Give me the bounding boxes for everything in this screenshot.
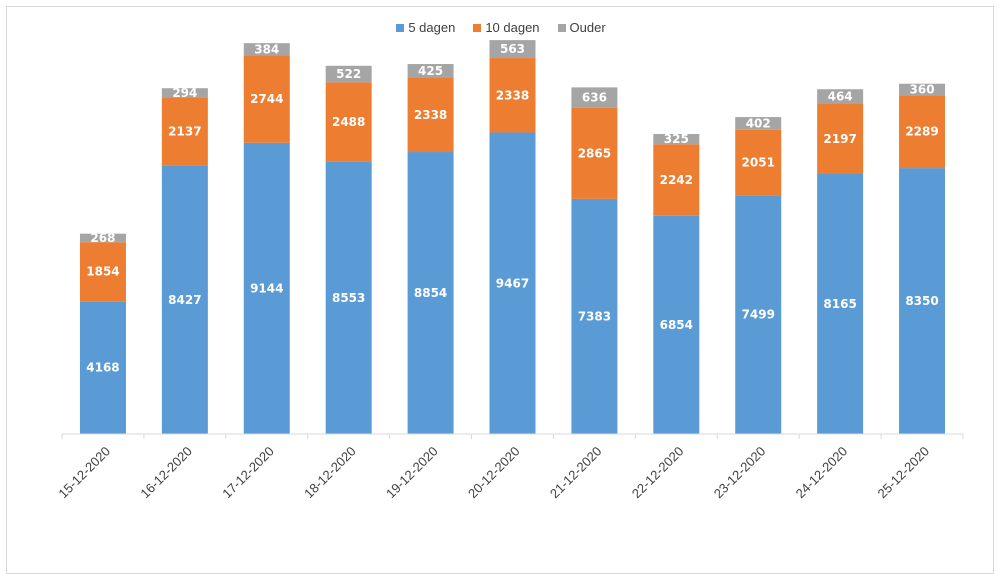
data-label: 6854 — [660, 318, 693, 332]
data-label: 563 — [500, 42, 525, 56]
bar-segment — [325, 65, 372, 83]
bar-segment — [899, 83, 946, 96]
bar-segment — [489, 58, 536, 133]
bar-segment — [407, 152, 454, 434]
bar-segment — [653, 215, 700, 434]
data-label: 268 — [90, 231, 115, 245]
bar-segment — [243, 43, 290, 56]
legend-item-ouder: Ouder — [557, 20, 606, 35]
x-tick-label: 17-12-2020 — [219, 444, 277, 502]
data-label: 2242 — [660, 173, 693, 187]
data-label: 2744 — [250, 92, 283, 106]
legend-label-ouder: Ouder — [569, 20, 606, 35]
bar-segment — [243, 55, 290, 143]
bar-segment — [79, 301, 126, 434]
x-tick-label: 24-12-2020 — [793, 444, 851, 502]
x-tick-label: 21-12-2020 — [547, 444, 605, 502]
bar-segment — [161, 97, 208, 166]
data-label: 4168 — [86, 361, 119, 375]
bar-segment — [571, 87, 618, 108]
data-label: 425 — [418, 64, 443, 78]
data-label: 2289 — [905, 125, 938, 139]
data-label: 360 — [910, 82, 935, 96]
legend-swatch-ouder — [557, 23, 566, 32]
bar-segment — [735, 117, 782, 130]
bar-segment — [817, 104, 864, 174]
bar-segment — [325, 82, 372, 162]
bar-segment — [571, 107, 618, 199]
bar-segment — [817, 173, 864, 435]
x-tick-label: 22-12-2020 — [629, 444, 687, 502]
data-label: 9144 — [250, 281, 283, 295]
x-tick-label: 19-12-2020 — [383, 444, 441, 502]
x-axis: 15-12-2020 16-12-2020 17-12-2020 18-12-2020… — [55, 433, 964, 502]
bar-segment — [571, 198, 618, 434]
bars-group: 4168 1854 268 8427 2137 294 9144 2744 384 8553 248… — [79, 40, 946, 435]
x-tick-label: 16-12-2020 — [137, 444, 195, 502]
data-label: 2488 — [332, 115, 365, 129]
x-tick-label: 18-12-2020 — [301, 444, 359, 502]
bar-segment — [899, 95, 946, 169]
x-tick-label: 20-12-2020 — [465, 444, 523, 502]
data-label: 2137 — [168, 125, 201, 139]
legend-swatch-5-dagen — [396, 23, 405, 32]
x-tick-label: 15-12-2020 — [55, 444, 113, 502]
bar-segment — [243, 142, 290, 434]
data-label: 8165 — [823, 297, 856, 311]
data-label: 2865 — [578, 146, 611, 160]
bar-segment — [653, 144, 700, 216]
data-label: 294 — [172, 86, 197, 100]
bar-segment — [817, 89, 864, 105]
bar-segment — [407, 77, 454, 153]
data-label: 2051 — [742, 156, 775, 170]
bar-segment — [161, 88, 208, 98]
legend-item-10-dagen: 10 dagen — [473, 20, 540, 35]
bar-segment — [489, 132, 536, 435]
data-label: 9467 — [496, 276, 529, 290]
legend: 5 dagen 10 dagen Ouder — [0, 20, 1002, 35]
bar-segment — [161, 165, 208, 435]
bar-segment — [79, 233, 126, 243]
data-label: 636 — [582, 91, 607, 105]
data-label: 8854 — [414, 286, 447, 300]
data-label: 522 — [336, 67, 361, 81]
data-label: 464 — [828, 90, 853, 104]
data-label: 8427 — [168, 293, 201, 307]
x-tick-label: 25-12-2020 — [875, 444, 933, 502]
data-label: 384 — [254, 42, 279, 56]
bar-segment — [407, 64, 454, 78]
data-label: 2338 — [414, 108, 447, 122]
legend-item-5-dagen: 5 dagen — [396, 20, 455, 35]
data-label: 2197 — [823, 132, 856, 146]
data-label: 325 — [664, 132, 689, 146]
data-label: 2338 — [496, 88, 529, 102]
data-label: 8553 — [332, 291, 365, 305]
legend-label-10-dagen: 10 dagen — [485, 20, 540, 35]
legend-swatch-10-dagen — [473, 23, 482, 32]
bar-segment — [489, 40, 536, 59]
bar-segment — [899, 168, 946, 435]
data-label: 402 — [746, 116, 771, 130]
bar-segment — [653, 133, 700, 145]
data-label: 7499 — [742, 308, 775, 322]
bar-segment — [325, 161, 372, 434]
x-tick-label: 23-12-2020 — [711, 444, 769, 502]
data-label: 1854 — [86, 265, 119, 279]
data-label: 7383 — [578, 309, 611, 323]
bar-segment — [735, 195, 782, 434]
bar-segment — [79, 242, 126, 302]
bar-segment — [735, 129, 782, 196]
data-label: 8350 — [905, 294, 938, 308]
legend-label-5-dagen: 5 dagen — [408, 20, 456, 35]
